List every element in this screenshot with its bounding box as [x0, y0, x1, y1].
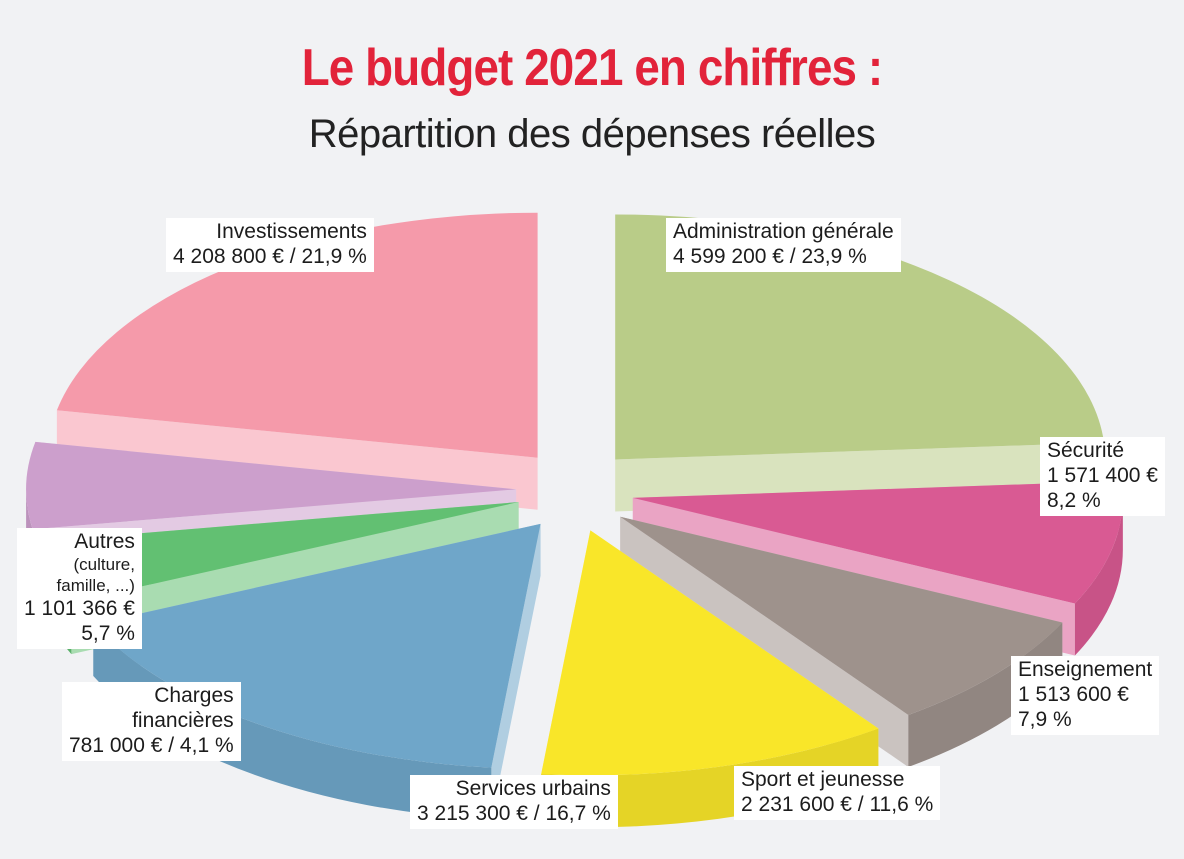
label-services-value: 3 215 300 € / 16,7 % — [417, 802, 611, 825]
label-autres-note-2: famille, ...) — [56, 576, 135, 595]
label-charges-line2: financières — [132, 709, 234, 732]
chart-subtitle: Répartition des dépenses réelles — [308, 112, 876, 156]
slice-top-charges — [35, 502, 519, 603]
slice-rim-securite-0 — [1074, 497, 1123, 656]
label-charges-value: 781 000 € / 4,1 % — [69, 734, 234, 757]
label-invest-value: 4 208 800 € / 21,9 % — [173, 245, 367, 268]
label-autres: Autres (culture, famille, ...) 1 101 366… — [17, 528, 142, 649]
slice-top-enseignement — [620, 516, 1063, 715]
label-admin-name: Administration générale — [673, 220, 894, 243]
label-charges: Charges financières 781 000 € / 4,1 % — [62, 682, 241, 761]
label-autres-percent: 5,7 % — [81, 622, 135, 645]
slice-top-invest — [56, 212, 538, 458]
label-invest: Investissements 4 208 800 € / 21,9 % — [166, 218, 374, 272]
label-enseignement-value: 1 513 600 € — [1018, 683, 1129, 706]
pie-slice-services — [93, 523, 541, 820]
label-invest-name: Investissements — [216, 220, 367, 243]
chart-title: Le budget 2021 en chiffres : — [301, 39, 883, 97]
label-sport-name: Sport et jeunesse — [741, 768, 905, 791]
label-enseignement: Enseignement 1 513 600 € 7,9 % — [1011, 656, 1160, 735]
label-enseignement-percent: 7,9 % — [1018, 708, 1072, 731]
label-services-name: Services urbains — [455, 777, 611, 800]
slice-top-sport — [541, 530, 879, 776]
label-autres-note-1: (culture, — [73, 555, 135, 574]
label-enseignement-name: Enseignement — [1018, 658, 1153, 681]
slice-rim-services-0 — [93, 624, 492, 820]
label-sport-value: 2 231 600 € / 11,6 % — [741, 793, 934, 816]
label-securite-name: Sécurité — [1047, 439, 1125, 462]
slice-top-securite — [632, 480, 1123, 604]
slice-top-services — [93, 523, 541, 768]
label-services: Services urbains 3 215 300 € / 16,7 % — [410, 775, 618, 829]
label-securite-percent: 8,2 % — [1047, 489, 1101, 512]
slice-top-autres — [26, 441, 517, 530]
label-sport: Sport et jeunesse 2 231 600 € / 11,6 % — [734, 766, 941, 820]
label-securite: Sécurité 1 571 400 € 8,2 % — [1040, 437, 1165, 516]
label-autres-value: 1 101 366 € — [24, 597, 135, 620]
label-securite-value: 1 571 400 € — [1047, 464, 1158, 487]
label-charges-line1: Charges — [154, 684, 234, 707]
label-admin: Administration générale 4 599 200 € / 23… — [666, 218, 901, 272]
slice-wall-services-0 — [491, 523, 541, 820]
label-admin-value: 4 599 200 € / 23,9 % — [673, 245, 867, 268]
label-autres-name: Autres — [74, 530, 135, 553]
slice-top-admin — [615, 214, 1105, 460]
